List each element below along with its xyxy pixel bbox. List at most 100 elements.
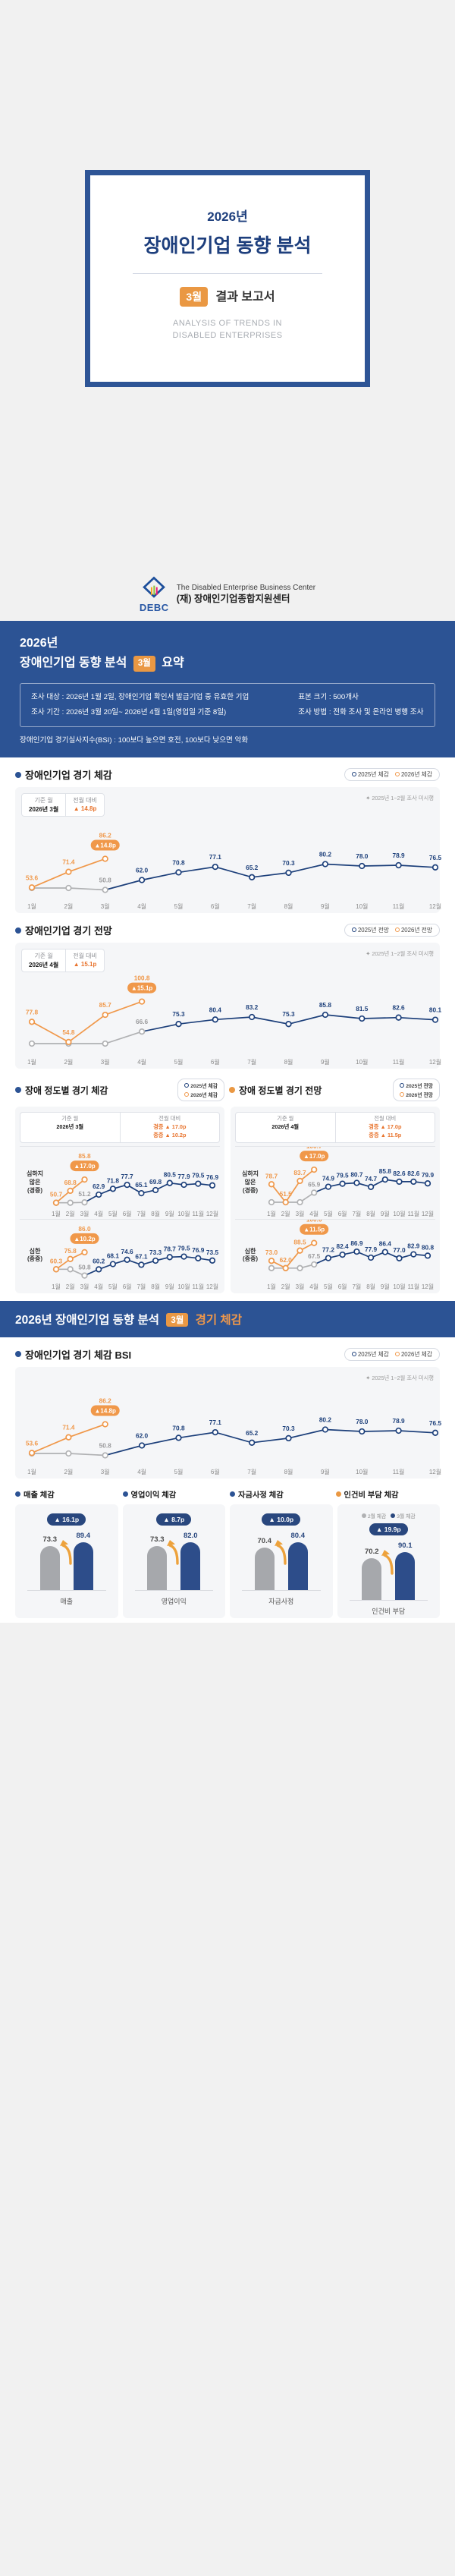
svg-text:4월: 4월 [137,902,146,910]
svg-text:8월: 8월 [284,1058,293,1066]
svg-text:4월: 4월 [94,1283,103,1290]
svg-text:77.9: 77.9 [365,1245,378,1253]
svg-text:2월: 2월 [64,902,73,910]
svg-text:1월: 1월 [267,1283,276,1290]
svg-text:5월: 5월 [108,1210,118,1217]
svg-text:5월: 5월 [174,1468,184,1475]
svg-text:7월: 7월 [136,1283,146,1290]
svg-text:3월: 3월 [80,1210,89,1217]
svg-text:4월: 4월 [309,1210,318,1217]
svg-text:88.5: 88.5 [293,1239,306,1246]
svg-text:76.5: 76.5 [429,854,442,861]
svg-text:12월: 12월 [429,902,441,910]
svg-text:9월: 9월 [165,1210,174,1217]
svg-text:62.0: 62.0 [280,1256,293,1264]
svg-text:9월: 9월 [381,1283,390,1290]
svg-text:10월: 10월 [177,1210,190,1217]
svg-text:11월: 11월 [192,1283,204,1290]
svg-text:70.3: 70.3 [282,1425,295,1432]
svg-text:86.2: 86.2 [99,1397,112,1404]
svg-text:67.1: 67.1 [135,1252,148,1260]
svg-text:77.0: 77.0 [393,1246,406,1254]
svg-text:65.9: 65.9 [308,1180,321,1188]
svg-text:3월: 3월 [296,1210,305,1217]
svg-text:▲14.8p: ▲14.8p [95,842,116,849]
svg-text:51.2: 51.2 [78,1190,91,1198]
svg-text:75.8: 75.8 [64,1247,77,1255]
svg-text:12월: 12월 [422,1283,434,1290]
svg-text:75.3: 75.3 [282,1010,295,1018]
svg-text:1월: 1월 [52,1283,61,1290]
svg-text:1월: 1월 [27,1058,36,1066]
svg-text:7월: 7월 [247,1058,256,1066]
svg-text:4월: 4월 [94,1210,103,1217]
svg-text:8월: 8월 [284,1468,293,1475]
svg-text:79.9: 79.9 [422,1171,434,1179]
svg-text:82.6: 82.6 [407,1170,420,1177]
svg-text:▲10.2p: ▲10.2p [74,1236,95,1242]
svg-text:86.9: 86.9 [350,1239,363,1247]
svg-text:50.8: 50.8 [99,1441,112,1449]
svg-text:7월: 7월 [352,1210,361,1217]
svg-text:85.8: 85.8 [319,1001,332,1009]
svg-text:83.2: 83.2 [246,1003,259,1011]
svg-text:80.7: 80.7 [350,1170,363,1178]
svg-text:71.4: 71.4 [62,858,75,866]
svg-text:86.4: 86.4 [379,1240,392,1248]
svg-text:6월: 6월 [123,1210,132,1217]
svg-text:7월: 7월 [247,1468,256,1475]
svg-text:8월: 8월 [366,1210,375,1217]
svg-text:62.9: 62.9 [93,1183,105,1190]
svg-text:78.7: 78.7 [265,1172,278,1179]
svg-text:82.6: 82.6 [393,1170,406,1177]
svg-text:79.5: 79.5 [177,1245,190,1252]
svg-text:12월: 12월 [429,1468,441,1475]
svg-text:10월: 10월 [393,1210,405,1217]
svg-text:77.8: 77.8 [26,1008,39,1016]
svg-text:62.0: 62.0 [136,867,149,874]
svg-text:4월: 4월 [137,1468,146,1475]
svg-text:54.8: 54.8 [62,1028,75,1036]
svg-text:▲15.1p: ▲15.1p [131,985,152,992]
svg-text:6월: 6월 [338,1283,347,1290]
svg-text:100.0: 100.0 [306,1220,322,1223]
svg-text:80.1: 80.1 [429,1006,442,1014]
svg-text:11월: 11월 [192,1210,204,1217]
svg-text:▲14.8p: ▲14.8p [95,1407,116,1414]
svg-text:78.0: 78.0 [356,1418,369,1425]
svg-text:70.3: 70.3 [282,859,295,867]
svg-text:5월: 5월 [174,902,184,910]
svg-text:80.2: 80.2 [319,1416,332,1423]
svg-text:73.0: 73.0 [265,1249,278,1256]
svg-text:50.8: 50.8 [78,1264,91,1271]
svg-text:1월: 1월 [267,1210,276,1217]
svg-text:11월: 11월 [393,902,405,910]
svg-text:6월: 6월 [211,1058,220,1066]
svg-text:66.6: 66.6 [136,1018,149,1025]
svg-text:1월: 1월 [27,902,36,910]
svg-text:77.9: 77.9 [177,1173,190,1180]
svg-text:76.5: 76.5 [429,1419,442,1427]
svg-text:50.8: 50.8 [99,877,112,884]
svg-text:9월: 9월 [321,1468,330,1475]
svg-text:1월: 1월 [52,1210,61,1217]
svg-text:6월: 6월 [211,1468,220,1475]
svg-text:12월: 12월 [206,1283,218,1290]
svg-text:2월: 2월 [64,1468,73,1475]
svg-text:80.5: 80.5 [164,1171,177,1179]
svg-text:78.0: 78.0 [356,852,369,860]
svg-text:6월: 6월 [123,1283,132,1290]
svg-text:7월: 7월 [247,902,256,910]
svg-text:10월: 10월 [356,1468,368,1475]
svg-text:10월: 10월 [356,902,368,910]
svg-text:▲17.0p: ▲17.0p [303,1153,325,1160]
svg-text:3월: 3월 [296,1283,305,1290]
svg-text:77.7: 77.7 [121,1173,134,1180]
svg-text:2월: 2월 [66,1283,75,1290]
svg-text:50.7: 50.7 [50,1191,62,1198]
svg-text:82.9: 82.9 [407,1242,420,1250]
svg-text:6월: 6월 [338,1210,347,1217]
svg-text:65.2: 65.2 [246,1429,259,1437]
svg-text:7월: 7월 [352,1283,361,1290]
svg-text:68.1: 68.1 [107,1252,120,1259]
